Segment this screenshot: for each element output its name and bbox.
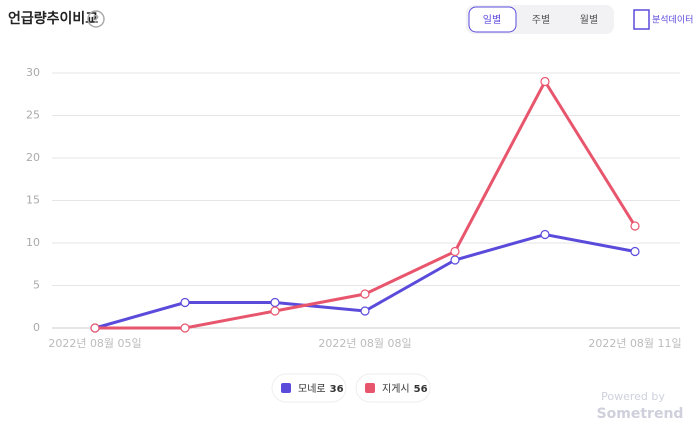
point [90,323,100,333]
y-tick-label: 20 [26,151,40,164]
point [630,221,640,231]
y-tick-label: 10 [26,236,40,249]
legend-name: 모네로 [298,383,326,395]
y-tick-label: 30 [26,66,40,79]
legend-check [365,383,375,393]
legend-check [281,383,291,393]
y-tick-label: 25 [26,109,40,122]
legend-total: 56 [414,384,428,395]
point [180,323,190,333]
y-tick-label: 5 [33,279,40,292]
y-tick-label: 0 [33,321,40,334]
brand: Sometrend [597,406,684,422]
active-tab[interactable] [468,6,517,33]
powered-by: Powered by [601,390,665,403]
legend-total: 36 [330,384,344,395]
legend-item[interactable] [271,373,347,403]
x-tick-label: 2022년 08월 08일 [318,336,411,350]
export[interactable]: 분석데이터 [652,15,693,26]
help-text[interactable]: ? [93,13,99,26]
legend-item[interactable] [355,373,431,403]
legend-label: 지게시 56 [382,383,428,395]
point [360,306,370,316]
tab[interactable]: 일별 [483,14,501,26]
point [450,246,460,257]
point [270,297,280,308]
x-tick-label: 2022년 08월 11일 [588,336,681,350]
point [180,297,190,308]
point [540,229,550,240]
tab[interactable]: 월별 [580,14,598,26]
legend-name: 지게시 [382,383,410,395]
point [540,76,550,87]
y-tick-label: 15 [26,194,40,207]
title: 언급량추이비교 [8,10,98,27]
point [450,255,460,265]
x-tick-label: 2022년 08월 05일 [48,336,141,350]
point [630,246,640,257]
help-icon[interactable] [87,10,105,28]
point [360,289,370,299]
legend-label: 모네로 36 [298,383,344,395]
tab[interactable]: 주별 [532,14,550,26]
point [270,306,280,316]
excel-icon[interactable] [633,9,650,30]
